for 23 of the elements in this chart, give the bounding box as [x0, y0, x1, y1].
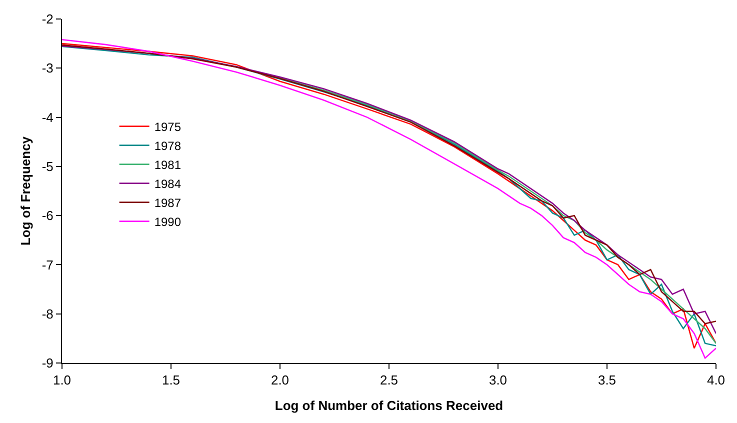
legend-label: 1981 [154, 158, 182, 172]
x-tick-label: 1.5 [162, 372, 180, 388]
legend-label: 1990 [154, 214, 182, 229]
x-tick-label: 4.0 [706, 372, 726, 388]
y-tick-label: -2 [42, 12, 54, 27]
y-tick-label: -7 [42, 257, 54, 272]
legend-label: 1978 [154, 138, 182, 153]
legend-label: 1984 [154, 176, 182, 191]
x-tick-label: 3.0 [488, 372, 508, 388]
legend-label: 1987 [154, 196, 182, 210]
y-tick-label: -9 [42, 356, 54, 371]
y-axis-title: Log of Frequency [18, 136, 33, 246]
x-axis-title: Log of Number of Citations Received [274, 398, 504, 414]
x-tick-label: 1.0 [52, 372, 72, 388]
y-tick-label: -8 [42, 306, 54, 322]
x-tick-label: 2.0 [270, 372, 290, 388]
y-tick-label: -5 [42, 158, 54, 174]
y-tick-label: -6 [42, 208, 54, 224]
y-tick-label: -4 [42, 110, 54, 125]
x-tick-label: 3.5 [598, 372, 616, 388]
y-tick-label: -3 [42, 60, 54, 76]
x-tick-label: 2.5 [380, 372, 398, 388]
legend-label: 1975 [154, 120, 182, 134]
